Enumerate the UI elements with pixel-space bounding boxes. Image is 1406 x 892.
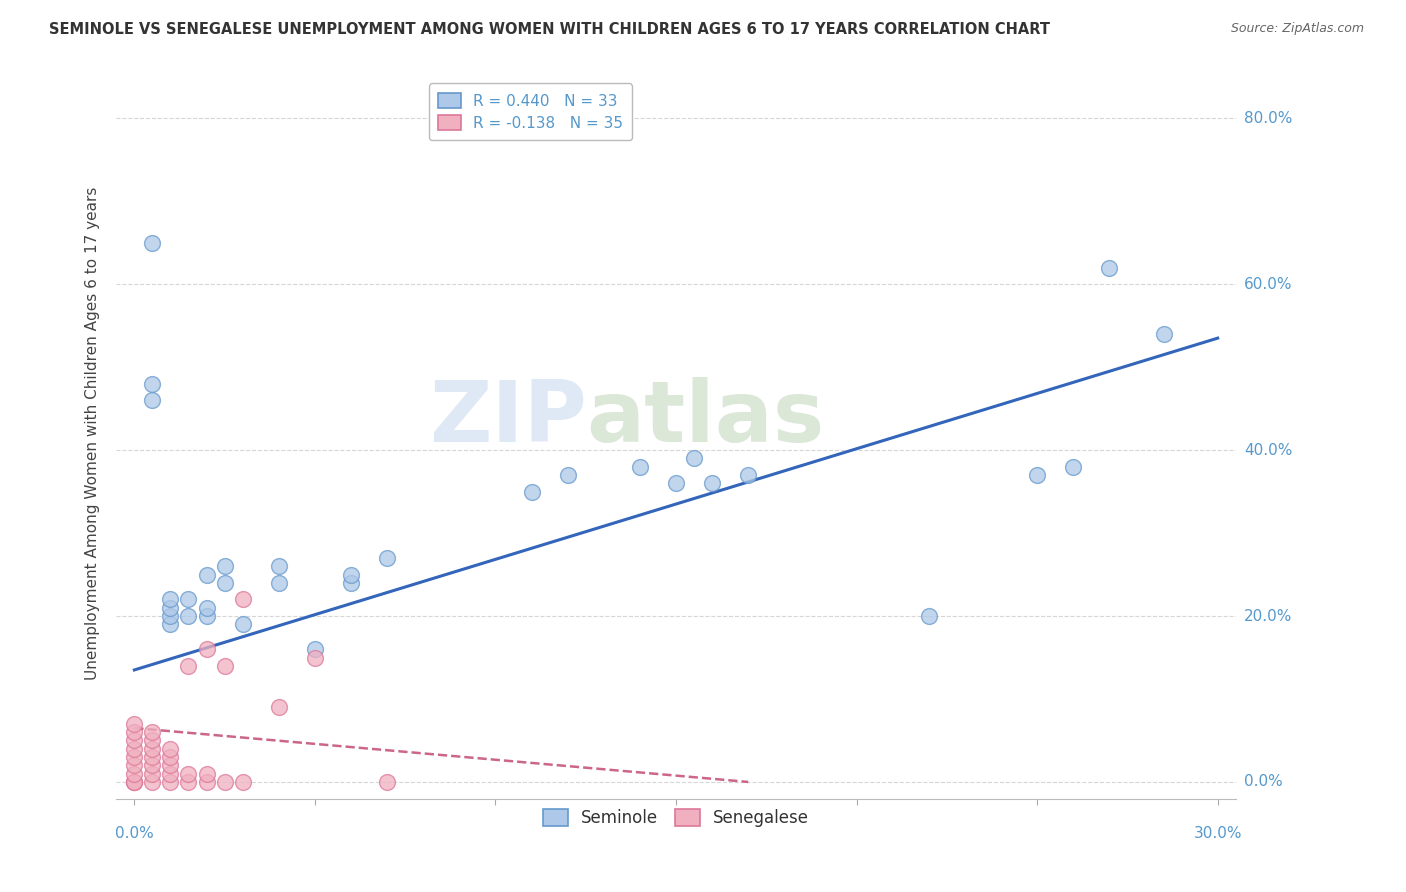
Point	[232, 617, 254, 632]
Point	[214, 559, 236, 574]
Point	[124, 775, 146, 789]
Text: 60.0%: 60.0%	[1244, 277, 1292, 292]
Point	[232, 775, 254, 789]
Text: ZIP: ZIP	[429, 377, 586, 460]
Text: 80.0%: 80.0%	[1244, 111, 1292, 126]
Legend: Seminole, Senegalese: Seminole, Senegalese	[536, 803, 815, 834]
Point	[628, 459, 651, 474]
Point	[159, 758, 181, 772]
Point	[124, 733, 146, 747]
Point	[267, 559, 290, 574]
Point	[141, 758, 163, 772]
Point	[232, 592, 254, 607]
Point	[159, 775, 181, 789]
Point	[124, 758, 146, 772]
Point	[1098, 260, 1121, 275]
Point	[159, 741, 181, 756]
Point	[124, 775, 146, 789]
Text: 0.0%: 0.0%	[1244, 774, 1282, 789]
Point	[340, 575, 363, 590]
Point	[267, 700, 290, 714]
Point	[159, 766, 181, 780]
Point	[141, 766, 163, 780]
Point	[214, 775, 236, 789]
Point	[177, 658, 200, 673]
Text: Source: ZipAtlas.com: Source: ZipAtlas.com	[1230, 22, 1364, 36]
Point	[124, 775, 146, 789]
Point	[340, 567, 363, 582]
Point	[159, 592, 181, 607]
Text: 20.0%: 20.0%	[1244, 608, 1292, 624]
Point	[918, 609, 941, 624]
Point	[141, 741, 163, 756]
Point	[557, 468, 579, 483]
Point	[177, 775, 200, 789]
Text: 30.0%: 30.0%	[1194, 826, 1241, 841]
Point	[124, 725, 146, 739]
Text: 40.0%: 40.0%	[1244, 442, 1292, 458]
Point	[665, 476, 688, 491]
Point	[195, 609, 218, 624]
Point	[141, 750, 163, 764]
Text: 0.0%: 0.0%	[115, 826, 153, 841]
Text: SEMINOLE VS SENEGALESE UNEMPLOYMENT AMONG WOMEN WITH CHILDREN AGES 6 TO 17 YEARS: SEMINOLE VS SENEGALESE UNEMPLOYMENT AMON…	[49, 22, 1050, 37]
Point	[141, 235, 163, 250]
Point	[159, 600, 181, 615]
Point	[214, 575, 236, 590]
Text: atlas: atlas	[586, 377, 825, 460]
Point	[124, 766, 146, 780]
Point	[159, 750, 181, 764]
Point	[520, 484, 543, 499]
Point	[124, 750, 146, 764]
Point	[124, 741, 146, 756]
Point	[141, 376, 163, 391]
Point	[141, 725, 163, 739]
Point	[195, 600, 218, 615]
Point	[737, 468, 759, 483]
Point	[195, 642, 218, 657]
Point	[195, 775, 218, 789]
Point	[141, 775, 163, 789]
Point	[159, 609, 181, 624]
Point	[159, 617, 181, 632]
Point	[141, 393, 163, 408]
Point	[177, 766, 200, 780]
Point	[195, 766, 218, 780]
Point	[1153, 326, 1175, 341]
Point	[141, 733, 163, 747]
Point	[267, 575, 290, 590]
Point	[304, 650, 326, 665]
Point	[177, 592, 200, 607]
Point	[375, 775, 398, 789]
Point	[195, 567, 218, 582]
Point	[214, 658, 236, 673]
Y-axis label: Unemployment Among Women with Children Ages 6 to 17 years: Unemployment Among Women with Children A…	[86, 186, 100, 681]
Point	[177, 609, 200, 624]
Point	[1062, 459, 1084, 474]
Point	[375, 551, 398, 566]
Point	[1026, 468, 1049, 483]
Point	[304, 642, 326, 657]
Point	[700, 476, 723, 491]
Point	[683, 451, 706, 466]
Point	[124, 717, 146, 731]
